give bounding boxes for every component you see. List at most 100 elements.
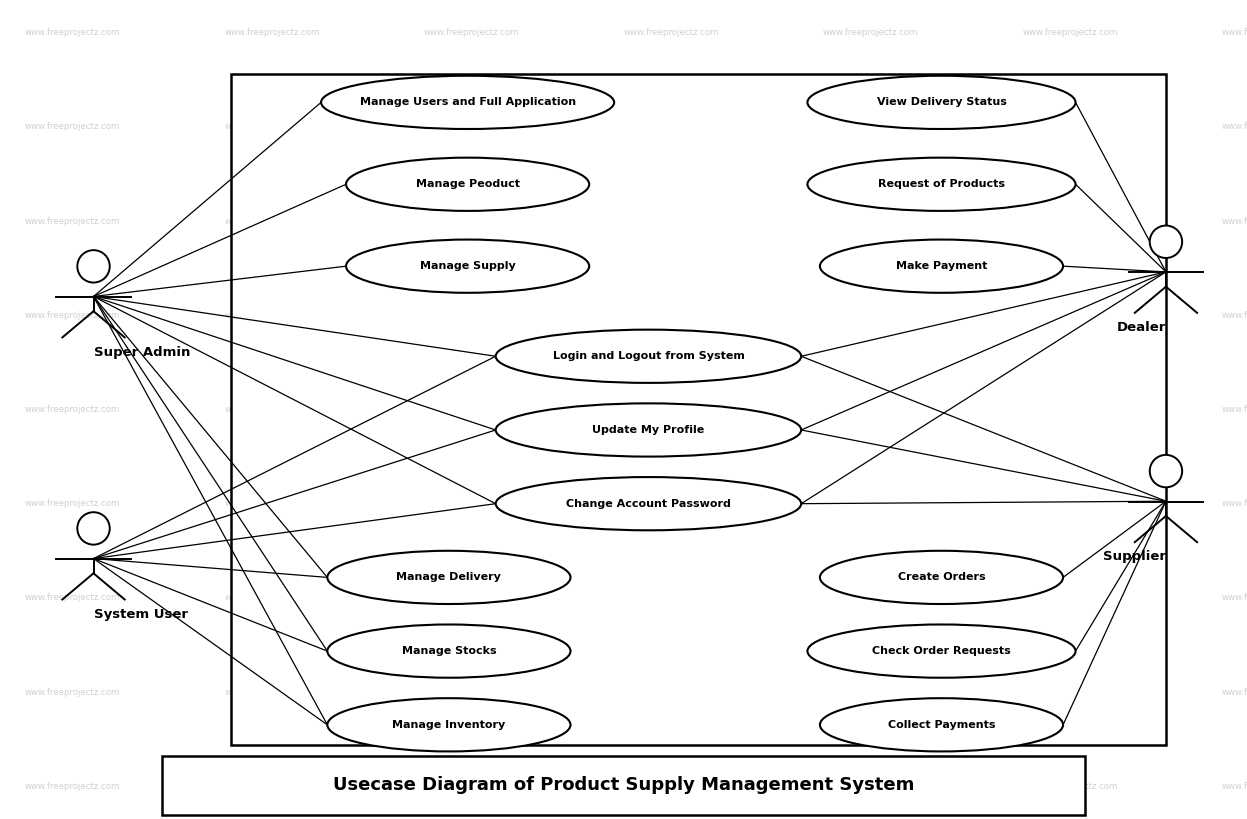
Text: www.freeprojectz.com: www.freeprojectz.com	[624, 500, 718, 508]
Text: www.freeprojectz.com: www.freeprojectz.com	[25, 123, 120, 131]
Ellipse shape	[327, 698, 570, 752]
Text: www.freeprojectz.com: www.freeprojectz.com	[1222, 405, 1247, 414]
Text: www.freeprojectz.com: www.freeprojectz.com	[1222, 29, 1247, 37]
Text: www.freeprojectz.com: www.freeprojectz.com	[823, 688, 918, 696]
Text: www.freeprojectz.com: www.freeprojectz.com	[823, 29, 918, 37]
Text: www.freeprojectz.com: www.freeprojectz.com	[1222, 594, 1247, 602]
Text: www.freeprojectz.com: www.freeprojectz.com	[823, 311, 918, 319]
Text: Manage Users and Full Application: Manage Users and Full Application	[359, 97, 576, 107]
Text: www.freeprojectz.com: www.freeprojectz.com	[424, 123, 519, 131]
Text: www.freeprojectz.com: www.freeprojectz.com	[424, 782, 519, 790]
Ellipse shape	[808, 157, 1075, 210]
Text: www.freeprojectz.com: www.freeprojectz.com	[624, 311, 718, 319]
Text: Manage Stocks: Manage Stocks	[402, 646, 496, 656]
Text: www.freeprojectz.com: www.freeprojectz.com	[823, 217, 918, 225]
Text: www.freeprojectz.com: www.freeprojectz.com	[1222, 123, 1247, 131]
Text: Manage Inventory: Manage Inventory	[393, 720, 505, 730]
Text: Create Orders: Create Orders	[898, 572, 985, 582]
Text: www.freeprojectz.com: www.freeprojectz.com	[1023, 217, 1117, 225]
Text: www.freeprojectz.com: www.freeprojectz.com	[224, 688, 319, 696]
Text: www.freeprojectz.com: www.freeprojectz.com	[624, 405, 718, 414]
Text: www.freeprojectz.com: www.freeprojectz.com	[424, 500, 519, 508]
Text: www.freeprojectz.com: www.freeprojectz.com	[224, 500, 319, 508]
Text: www.freeprojectz.com: www.freeprojectz.com	[224, 311, 319, 319]
Ellipse shape	[77, 250, 110, 283]
Ellipse shape	[77, 512, 110, 545]
Text: www.freeprojectz.com: www.freeprojectz.com	[1222, 500, 1247, 508]
Text: www.freeprojectz.com: www.freeprojectz.com	[424, 29, 519, 37]
Text: www.freeprojectz.com: www.freeprojectz.com	[224, 123, 319, 131]
Text: www.freeprojectz.com: www.freeprojectz.com	[823, 405, 918, 414]
Text: Usecase Diagram of Product Supply Management System: Usecase Diagram of Product Supply Manage…	[333, 776, 914, 794]
Text: www.freeprojectz.com: www.freeprojectz.com	[1222, 688, 1247, 696]
Ellipse shape	[496, 477, 802, 531]
Text: Update My Profile: Update My Profile	[592, 425, 705, 435]
Text: www.freeprojectz.com: www.freeprojectz.com	[624, 29, 718, 37]
Text: Check Order Requests: Check Order Requests	[872, 646, 1011, 656]
Text: www.freeprojectz.com: www.freeprojectz.com	[1023, 405, 1117, 414]
Text: Request of Products: Request of Products	[878, 179, 1005, 189]
Text: www.freeprojectz.com: www.freeprojectz.com	[25, 405, 120, 414]
Ellipse shape	[347, 239, 589, 292]
Text: www.freeprojectz.com: www.freeprojectz.com	[424, 311, 519, 319]
Bar	[162, 756, 1085, 815]
Text: www.freeprojectz.com: www.freeprojectz.com	[25, 311, 120, 319]
Text: www.freeprojectz.com: www.freeprojectz.com	[1023, 311, 1117, 319]
Ellipse shape	[1150, 455, 1182, 487]
Ellipse shape	[821, 698, 1062, 752]
Text: Dealer: Dealer	[1116, 321, 1166, 334]
Ellipse shape	[1150, 225, 1182, 258]
Text: Super Admin: Super Admin	[94, 346, 190, 359]
Text: www.freeprojectz.com: www.freeprojectz.com	[823, 123, 918, 131]
Ellipse shape	[347, 157, 589, 210]
Text: Make Payment: Make Payment	[895, 261, 988, 271]
Text: www.freeprojectz.com: www.freeprojectz.com	[624, 594, 718, 602]
Text: www.freeprojectz.com: www.freeprojectz.com	[1023, 500, 1117, 508]
Text: www.freeprojectz.com: www.freeprojectz.com	[624, 782, 718, 790]
Ellipse shape	[496, 330, 802, 383]
Text: www.freeprojectz.com: www.freeprojectz.com	[424, 594, 519, 602]
Text: www.freeprojectz.com: www.freeprojectz.com	[224, 782, 319, 790]
Text: Collect Payments: Collect Payments	[888, 720, 995, 730]
Bar	[231, 74, 1166, 745]
Text: www.freeprojectz.com: www.freeprojectz.com	[1023, 123, 1117, 131]
Text: www.freeprojectz.com: www.freeprojectz.com	[823, 782, 918, 790]
Text: www.freeprojectz.com: www.freeprojectz.com	[25, 217, 120, 225]
Text: Change Account Password: Change Account Password	[566, 499, 731, 509]
Text: www.freeprojectz.com: www.freeprojectz.com	[424, 217, 519, 225]
Ellipse shape	[320, 76, 615, 129]
Text: View Delivery Status: View Delivery Status	[877, 97, 1006, 107]
Text: www.freeprojectz.com: www.freeprojectz.com	[624, 217, 718, 225]
Text: Manage Peoduct: Manage Peoduct	[415, 179, 520, 189]
Text: www.freeprojectz.com: www.freeprojectz.com	[25, 688, 120, 696]
Text: www.freeprojectz.com: www.freeprojectz.com	[823, 594, 918, 602]
Text: www.freeprojectz.com: www.freeprojectz.com	[823, 500, 918, 508]
Text: Login and Logout from System: Login and Logout from System	[552, 351, 744, 361]
Text: www.freeprojectz.com: www.freeprojectz.com	[1023, 782, 1117, 790]
Text: www.freeprojectz.com: www.freeprojectz.com	[224, 29, 319, 37]
Text: www.freeprojectz.com: www.freeprojectz.com	[1222, 217, 1247, 225]
Text: www.freeprojectz.com: www.freeprojectz.com	[25, 594, 120, 602]
Ellipse shape	[821, 551, 1062, 604]
Text: Supplier: Supplier	[1102, 550, 1166, 563]
Text: www.freeprojectz.com: www.freeprojectz.com	[624, 123, 718, 131]
Text: www.freeprojectz.com: www.freeprojectz.com	[224, 405, 319, 414]
Text: www.freeprojectz.com: www.freeprojectz.com	[424, 688, 519, 696]
Ellipse shape	[821, 239, 1062, 292]
Ellipse shape	[496, 404, 802, 457]
Text: Manage Delivery: Manage Delivery	[397, 572, 501, 582]
Text: www.freeprojectz.com: www.freeprojectz.com	[25, 29, 120, 37]
Text: www.freeprojectz.com: www.freeprojectz.com	[1023, 594, 1117, 602]
Ellipse shape	[808, 76, 1075, 129]
Text: www.freeprojectz.com: www.freeprojectz.com	[1023, 688, 1117, 696]
Text: www.freeprojectz.com: www.freeprojectz.com	[424, 405, 519, 414]
Text: System User: System User	[94, 608, 187, 621]
Text: www.freeprojectz.com: www.freeprojectz.com	[224, 217, 319, 225]
Ellipse shape	[327, 551, 570, 604]
Text: www.freeprojectz.com: www.freeprojectz.com	[1222, 311, 1247, 319]
Text: Manage Supply: Manage Supply	[420, 261, 515, 271]
Text: www.freeprojectz.com: www.freeprojectz.com	[624, 688, 718, 696]
Ellipse shape	[327, 624, 570, 678]
Ellipse shape	[808, 624, 1075, 678]
Text: www.freeprojectz.com: www.freeprojectz.com	[25, 782, 120, 790]
